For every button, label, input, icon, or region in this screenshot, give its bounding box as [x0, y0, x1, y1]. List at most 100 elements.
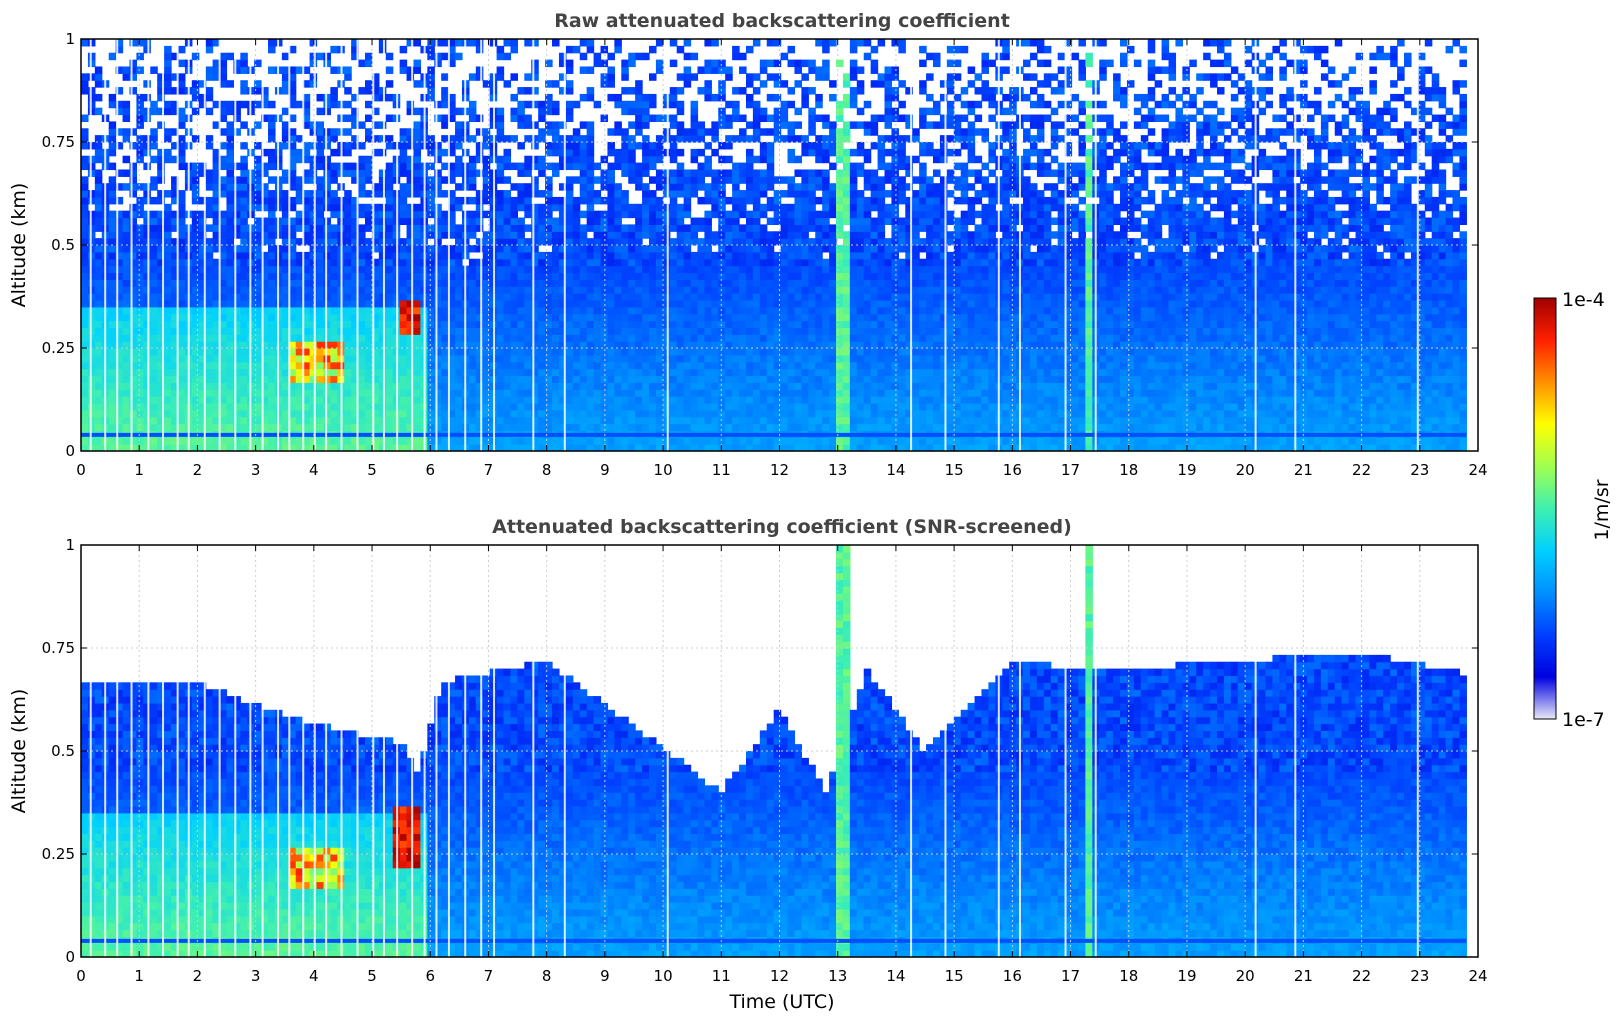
heatmap-cell	[725, 121, 733, 129]
heatmap-cell	[261, 162, 269, 171]
heatmap-cell	[600, 245, 609, 253]
heatmap-cell	[475, 238, 484, 246]
heatmap-cell	[565, 402, 574, 411]
heatmap-cell	[171, 251, 179, 260]
heatmap-cell	[385, 361, 394, 370]
heatmap-cell	[212, 375, 221, 383]
heatmap-cell	[510, 293, 518, 301]
heatmap-cell	[565, 361, 574, 370]
heatmap-cell	[572, 210, 581, 219]
heatmap-cell	[704, 265, 712, 274]
heatmap-cell	[316, 334, 325, 342]
heatmap-cell	[150, 327, 158, 335]
heatmap-cell	[607, 183, 615, 191]
heatmap-cell	[773, 114, 782, 122]
heatmap-cell	[399, 293, 408, 301]
heatmap-cell	[115, 66, 124, 74]
heatmap-cell	[649, 176, 657, 184]
heatmap-cell	[739, 327, 747, 335]
heatmap-cell	[365, 258, 373, 267]
heatmap-cell	[482, 279, 491, 287]
heatmap-cell	[316, 354, 325, 363]
heatmap-cell	[711, 258, 719, 267]
heatmap-cell	[725, 258, 733, 267]
heatmap-cell	[649, 293, 657, 301]
heatmap-cell	[240, 348, 248, 356]
heatmap-cell	[558, 382, 567, 390]
heatmap-cell	[635, 389, 643, 397]
heatmap-cell	[226, 306, 234, 315]
heatmap-cell	[655, 306, 664, 315]
heatmap-cell	[108, 313, 117, 322]
heatmap-cell	[122, 183, 131, 191]
heatmap-cell	[628, 416, 636, 425]
heatmap-cell	[510, 93, 518, 102]
heatmap-cell	[330, 169, 338, 177]
heatmap-cell	[718, 87, 726, 95]
heatmap-cell	[157, 293, 165, 301]
heatmap-cell	[399, 238, 408, 246]
heatmap-cell	[281, 368, 290, 377]
heatmap-cell	[635, 231, 643, 239]
heatmap-cell	[371, 368, 380, 377]
heatmap-cell	[759, 334, 768, 342]
heatmap-cell	[177, 341, 186, 349]
heatmap-cell	[517, 416, 525, 425]
heatmap-cell	[226, 409, 234, 418]
heatmap-cell	[579, 169, 588, 177]
heatmap-cell	[655, 59, 664, 68]
heatmap-cell	[157, 368, 165, 377]
heatmap-cell	[226, 169, 234, 177]
heatmap-cell	[143, 313, 151, 322]
heatmap-cell	[115, 409, 124, 418]
heatmap-cell	[607, 272, 615, 280]
heatmap-cell	[697, 162, 706, 171]
heatmap-cell	[261, 341, 269, 349]
heatmap-cell	[413, 313, 422, 322]
heatmap-cell	[614, 306, 622, 315]
heatmap-cell	[427, 402, 435, 411]
heatmap-cell	[150, 382, 158, 390]
heatmap-cell	[628, 155, 636, 164]
heatmap-cell	[385, 327, 394, 335]
heatmap-cell	[628, 238, 636, 246]
heatmap-cell	[323, 327, 331, 335]
heatmap-cell	[732, 210, 740, 219]
heatmap-cell	[455, 272, 463, 280]
heatmap-cell	[157, 382, 165, 390]
heatmap-cell	[115, 142, 124, 150]
heatmap-cell	[288, 258, 297, 267]
heatmap-cell	[538, 286, 546, 294]
heatmap-cell	[683, 183, 692, 191]
heatmap-cell	[621, 100, 629, 109]
heatmap-cell	[226, 217, 234, 225]
heatmap-cell	[621, 389, 629, 397]
heatmap-cell	[212, 238, 221, 246]
heatmap-cell	[565, 251, 574, 260]
heatmap-cell	[745, 306, 754, 315]
heatmap-cell	[725, 382, 733, 390]
heatmap-cell	[510, 334, 518, 342]
heatmap-cell	[268, 416, 276, 425]
heatmap-cell	[205, 93, 214, 102]
heatmap-cell	[468, 389, 477, 397]
heatmap-cell	[427, 66, 435, 74]
heatmap-cell	[780, 402, 789, 411]
heatmap-cell	[552, 382, 560, 390]
heatmap-cell	[413, 80, 422, 88]
heatmap-cell	[413, 299, 422, 308]
heatmap-cell	[517, 190, 525, 198]
heatmap-cell	[614, 402, 622, 411]
heatmap-cell	[496, 203, 505, 212]
heatmap-cell	[385, 382, 394, 390]
heatmap-cell	[330, 341, 338, 349]
heatmap-cell	[365, 382, 373, 390]
heatmap-cell	[177, 334, 186, 342]
heatmap-cell	[212, 155, 221, 164]
heatmap-cell	[787, 341, 796, 349]
heatmap-cell	[524, 279, 532, 287]
heatmap-cell	[302, 265, 311, 274]
heatmap-cell	[565, 396, 574, 404]
heatmap-cell	[136, 52, 144, 61]
heatmap-cell	[711, 210, 719, 219]
